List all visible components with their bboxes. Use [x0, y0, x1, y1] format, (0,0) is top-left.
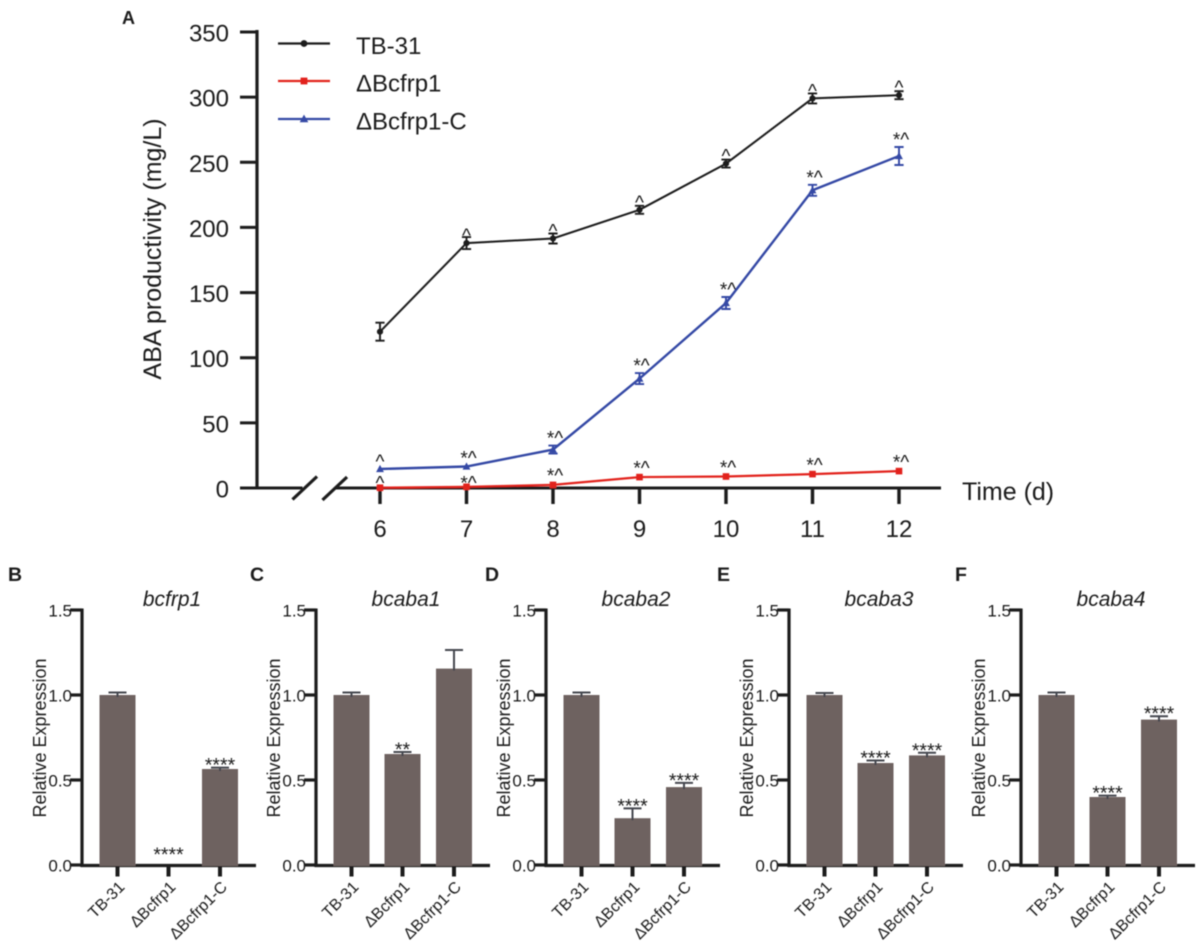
svg-text:****: ****: [912, 740, 943, 762]
svg-text:^: ^: [895, 78, 904, 99]
svg-text:300: 300: [189, 86, 229, 113]
svg-text:*^: *^: [633, 459, 649, 480]
svg-text:bcaba1: bcaba1: [372, 588, 441, 611]
svg-text:Relative Expression: Relative Expression: [737, 658, 757, 817]
svg-text:****: ****: [1144, 703, 1175, 725]
svg-text:^: ^: [722, 147, 731, 168]
svg-text:*^: *^: [806, 168, 822, 189]
svg-text:F: F: [955, 564, 967, 586]
svg-text:bcaba4: bcaba4: [1077, 588, 1146, 611]
svg-text:^: ^: [635, 193, 644, 214]
svg-text:B: B: [8, 564, 22, 586]
svg-text:Relative Expression: Relative Expression: [494, 658, 514, 817]
svg-text:^: ^: [808, 81, 817, 102]
svg-text:0.0: 0.0: [282, 856, 306, 875]
svg-text:Time (d): Time (d): [962, 478, 1054, 506]
svg-text:****: ****: [153, 844, 184, 866]
svg-text:350: 350: [189, 21, 229, 48]
svg-text:^: ^: [376, 452, 385, 473]
svg-text:0.5: 0.5: [755, 771, 779, 790]
svg-text:**: **: [395, 739, 411, 761]
svg-text:9: 9: [633, 516, 646, 543]
svg-text:*^: *^: [893, 453, 909, 474]
svg-text:****: ****: [860, 748, 891, 770]
svg-text:Relative Expression: Relative Expression: [264, 658, 284, 817]
svg-text:ΔBcfrp1: ΔBcfrp1: [356, 71, 441, 98]
svg-text:1.0: 1.0: [512, 686, 536, 705]
svg-text:0.5: 0.5: [512, 771, 536, 790]
svg-text:C: C: [250, 564, 264, 586]
svg-text:*^: *^: [460, 449, 476, 470]
svg-text:****: ****: [617, 795, 648, 817]
svg-text:0.0: 0.0: [987, 856, 1011, 875]
svg-text:11: 11: [800, 516, 825, 543]
svg-text:E: E: [717, 564, 730, 586]
svg-text:1.5: 1.5: [48, 601, 72, 620]
svg-text:*^: *^: [547, 429, 563, 450]
svg-text:1.5: 1.5: [282, 601, 306, 620]
svg-text:A: A: [122, 8, 135, 28]
svg-text:*^: *^: [806, 456, 822, 477]
svg-text:TB-31: TB-31: [356, 33, 421, 60]
svg-text:8: 8: [546, 516, 559, 543]
svg-text:bcaba2: bcaba2: [602, 588, 671, 611]
svg-text:0.5: 0.5: [282, 771, 306, 790]
svg-text:0.5: 0.5: [48, 771, 72, 790]
svg-text:^: ^: [462, 226, 471, 247]
svg-text:*^: *^: [547, 466, 563, 487]
svg-text:*^: *^: [720, 280, 736, 301]
svg-text:^: ^: [549, 222, 558, 243]
svg-text:100: 100: [189, 346, 229, 373]
svg-text:1.5: 1.5: [512, 601, 536, 620]
svg-text:1.0: 1.0: [48, 686, 72, 705]
svg-text:Relative Expression: Relative Expression: [969, 658, 989, 817]
svg-text:1.0: 1.0: [282, 686, 306, 705]
svg-text:1.5: 1.5: [755, 601, 779, 620]
svg-text:bcfrp1: bcfrp1: [143, 588, 201, 611]
svg-text:****: ****: [669, 770, 700, 792]
svg-text:6: 6: [373, 516, 386, 543]
svg-text:250: 250: [189, 151, 229, 178]
svg-text:7: 7: [460, 516, 473, 543]
svg-text:*^: *^: [720, 458, 736, 479]
svg-text:50: 50: [202, 411, 229, 438]
svg-text:150: 150: [189, 281, 229, 308]
svg-text:D: D: [485, 564, 499, 586]
svg-text:12: 12: [886, 516, 913, 543]
svg-text:ABA productivity (mg/L): ABA productivity (mg/L): [139, 118, 167, 379]
svg-text:1.0: 1.0: [755, 686, 779, 705]
svg-text:ΔBcfrp1-C: ΔBcfrp1-C: [356, 109, 467, 136]
svg-text:0.0: 0.0: [48, 856, 72, 875]
svg-text:0.5: 0.5: [987, 771, 1011, 790]
svg-text:200: 200: [189, 216, 229, 243]
svg-text:****: ****: [1092, 783, 1123, 805]
svg-text:Relative Expression: Relative Expression: [30, 658, 50, 817]
svg-text:1.5: 1.5: [987, 601, 1011, 620]
svg-text:bcaba3: bcaba3: [845, 588, 914, 611]
svg-text:10: 10: [713, 516, 740, 543]
svg-text:^: ^: [376, 474, 385, 495]
svg-text:*^: *^: [633, 356, 649, 377]
svg-text:0.0: 0.0: [512, 856, 536, 875]
svg-text:*^: *^: [893, 130, 909, 151]
svg-text:*^: *^: [460, 474, 476, 495]
svg-text:****: ****: [205, 755, 236, 777]
svg-text:0: 0: [216, 477, 229, 504]
svg-text:0.0: 0.0: [755, 856, 779, 875]
svg-text:1.0: 1.0: [987, 686, 1011, 705]
